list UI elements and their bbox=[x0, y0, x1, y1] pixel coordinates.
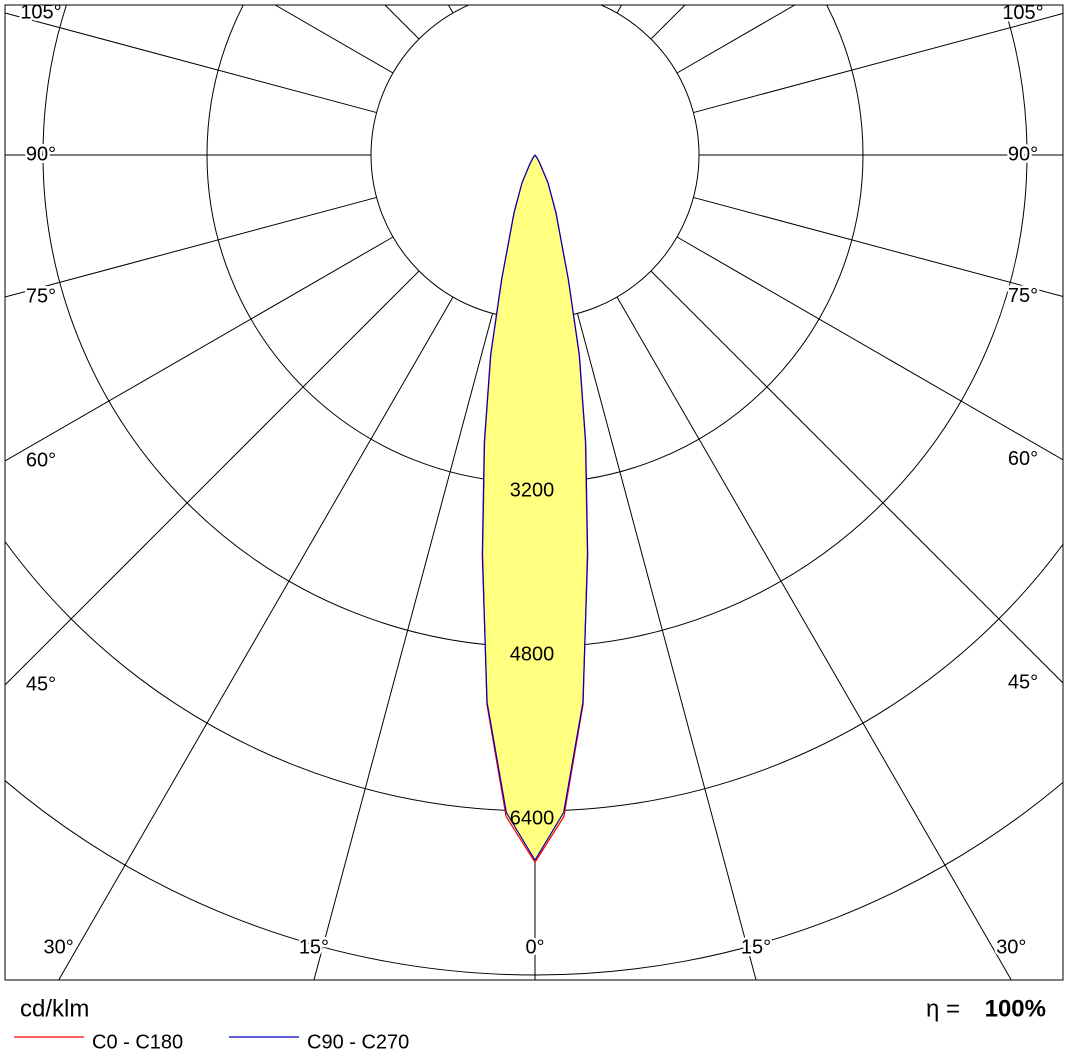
radial-line bbox=[575, 5, 576, 6]
ring-label: 6400 bbox=[510, 807, 555, 829]
angle-label: 30° bbox=[44, 936, 74, 958]
angle-label: 30° bbox=[996, 936, 1026, 958]
radial-line bbox=[447, 5, 454, 14]
labels: 0° 15° 15° 30° 30° 45° 45° 60° 60° 75° 75° 90° 90° 10… bbox=[18, 0, 1046, 961]
radial-line bbox=[5, 12, 377, 114]
angle-label: 105° bbox=[1002, 2, 1043, 24]
radial-line bbox=[274, 5, 394, 74]
frame bbox=[4, 4, 1064, 981]
intensity-curve bbox=[534, 154, 589, 861]
radial-line bbox=[5, 236, 394, 462]
efficiency-label: η = bbox=[926, 995, 960, 1022]
angle-label: 15° bbox=[299, 936, 329, 958]
angle-label: 90° bbox=[1008, 143, 1038, 165]
legend-label: C90 - C270 bbox=[307, 1031, 409, 1053]
radial-line bbox=[650, 270, 1063, 684]
ring-label: 3200 bbox=[510, 479, 555, 501]
radial-line bbox=[616, 5, 623, 14]
radial-line bbox=[676, 236, 1063, 461]
radial-line bbox=[576, 313, 757, 980]
radial-line bbox=[5, 270, 420, 686]
radial-line bbox=[58, 296, 454, 980]
angle-label: 45° bbox=[26, 673, 56, 695]
angle-label: 15° bbox=[741, 936, 771, 958]
radial-line bbox=[650, 5, 686, 40]
radial-line bbox=[313, 313, 494, 980]
intensity-fill bbox=[482, 155, 535, 863]
radial-line bbox=[5, 196, 377, 298]
legend-label: C0 - C180 bbox=[92, 1031, 183, 1053]
intensity-curve bbox=[481, 154, 536, 861]
radial-line bbox=[693, 13, 1063, 114]
angle-label: 105° bbox=[20, 1, 61, 23]
radial-line bbox=[676, 5, 796, 74]
plot-area bbox=[5, 5, 1063, 980]
radial-line bbox=[494, 5, 495, 6]
ring-label: 4800 bbox=[510, 643, 555, 665]
angle-label: 60° bbox=[1008, 448, 1038, 470]
radial-line bbox=[616, 296, 1012, 980]
intensity-fill bbox=[535, 155, 588, 863]
angle-label: 60° bbox=[26, 449, 56, 471]
angle-label: 0° bbox=[525, 936, 544, 958]
radial-line bbox=[693, 196, 1063, 297]
angle-label: 75° bbox=[1008, 285, 1038, 307]
angle-label: 75° bbox=[26, 285, 56, 307]
unit-label: cd/klm bbox=[20, 995, 89, 1022]
angle-label: 45° bbox=[1008, 671, 1038, 693]
angle-label: 90° bbox=[26, 143, 56, 165]
radial-line bbox=[384, 5, 420, 40]
efficiency-value: 100% bbox=[985, 995, 1046, 1022]
